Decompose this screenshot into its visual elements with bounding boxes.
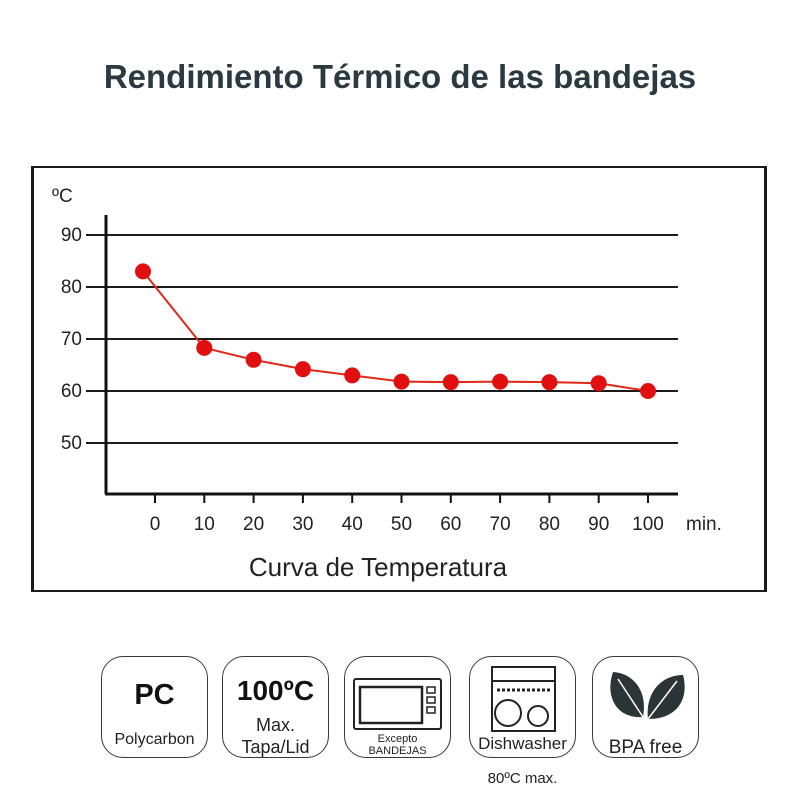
y-unit-label: ºC (52, 186, 73, 207)
page-title: Rendimiento Térmico de las bandejas (103, 58, 697, 95)
y-tick-label: 70 (61, 329, 82, 350)
max-label: Max. (255, 715, 295, 735)
bandejas-label: BANDEJAS (368, 745, 427, 757)
x-unit-label: min. (686, 514, 722, 535)
data-point-60 (442, 374, 459, 391)
x-tick-label: 20 (243, 514, 264, 535)
x-tick-label: 80 (539, 514, 560, 535)
data-point-40 (344, 367, 361, 384)
data-point-10 (196, 339, 213, 356)
data-point-0 (135, 263, 151, 280)
max-temp-label: 100ºC (236, 675, 315, 706)
x-tick-label: 50 (391, 514, 412, 535)
x-tick-label: 30 (292, 514, 313, 535)
microwave-icon (353, 678, 442, 730)
series-line (142, 270, 649, 392)
polycarbon-label: Polycarbon (114, 731, 195, 748)
x-tick-label: 70 (490, 514, 511, 535)
y-tick-label: 60 (61, 381, 82, 402)
chart-frame (31, 166, 767, 592)
dishwasher-card: Dishwasher (469, 656, 576, 758)
data-point-30 (294, 361, 311, 378)
dishwasher-temp-note: 80ºC max. (487, 770, 558, 787)
x-tick-label: 0 (150, 514, 161, 535)
x-tick-label: 90 (588, 514, 609, 535)
dishwasher-label: Dishwasher (478, 734, 567, 753)
y-tick-label: 90 (61, 225, 82, 246)
y-tick-label: 50 (61, 433, 82, 454)
pc-card: PC Polycarbon (101, 656, 208, 758)
bpa-free-label: BPA free (608, 737, 683, 758)
leaves-icon (610, 672, 685, 720)
dishwasher-icon (491, 666, 556, 732)
data-point-80 (541, 374, 558, 391)
microwave-card: Excepto BANDEJAS (344, 656, 451, 758)
data-point-90 (590, 375, 607, 392)
y-tick-label: 80 (61, 277, 82, 298)
tapa-lid-label: Tapa/Lid (241, 737, 310, 757)
x-axis-label: Curva de Temperatura (249, 552, 508, 582)
pc-label: PC (134, 679, 175, 711)
x-tick-label: 10 (194, 514, 215, 535)
data-point-100 (640, 383, 656, 399)
bpa-free-card: BPA free (592, 656, 699, 758)
temperature-card: 100ºC Max. Tapa/Lid (222, 656, 329, 758)
excepto-label: Excepto (377, 733, 418, 745)
x-tick-label: 100 (632, 514, 664, 535)
x-tick-label: 60 (440, 514, 461, 535)
data-point-20 (245, 351, 262, 368)
data-point-70 (492, 373, 509, 390)
data-point-50 (393, 373, 410, 390)
x-tick-label: 40 (342, 514, 363, 535)
